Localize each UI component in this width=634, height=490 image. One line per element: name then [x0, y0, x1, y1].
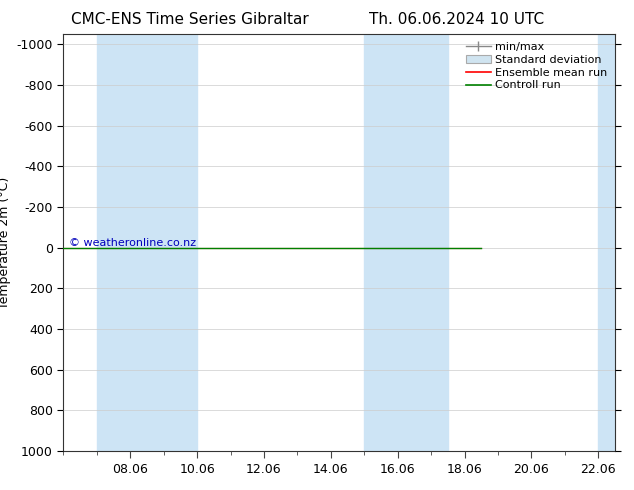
Bar: [398, 34, 448, 451]
Text: © weatheronline.co.nz: © weatheronline.co.nz: [69, 238, 196, 247]
Bar: [130, 34, 197, 451]
Bar: [365, 34, 398, 451]
Legend: min/max, Standard deviation, Ensemble mean run, Controll run: min/max, Standard deviation, Ensemble me…: [462, 38, 612, 95]
Bar: [97, 34, 130, 451]
Y-axis label: Temperature 2m (°C): Temperature 2m (°C): [0, 176, 11, 309]
Text: Th. 06.06.2024 10 UTC: Th. 06.06.2024 10 UTC: [369, 12, 544, 27]
Text: CMC-ENS Time Series Gibraltar: CMC-ENS Time Series Gibraltar: [71, 12, 309, 27]
Bar: [598, 34, 615, 451]
